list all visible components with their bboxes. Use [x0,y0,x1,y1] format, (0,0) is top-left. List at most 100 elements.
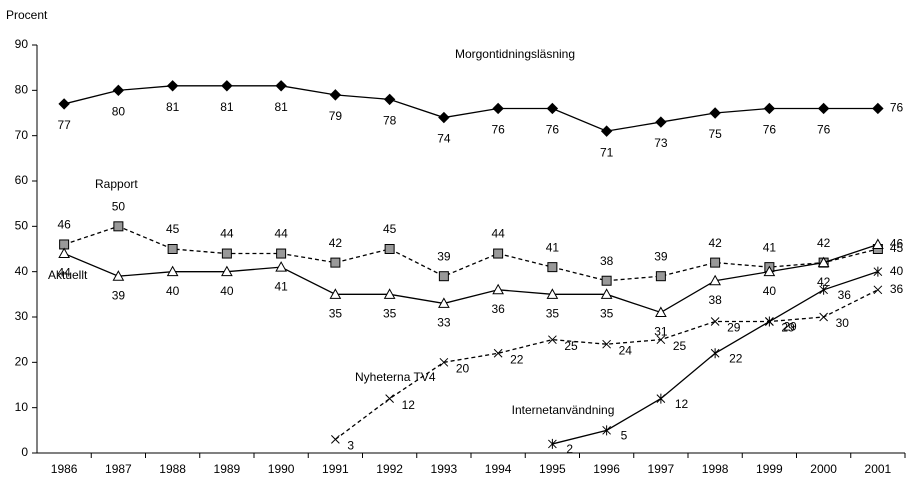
marker [58,247,70,259]
data-label: 39 [654,249,668,263]
data-label: 42 [817,275,831,289]
marker [547,262,558,273]
data-label: 24 [619,343,633,357]
data-label: 45 [890,241,904,255]
data-label: 40 [763,284,777,298]
data-label: 36 [838,288,852,302]
marker [655,271,666,282]
data-label: 41 [274,279,288,293]
marker [709,274,721,286]
marker [709,107,721,119]
data-label: 77 [57,118,71,132]
y-tick-label: 60 [15,173,29,187]
data-label: 79 [329,109,343,123]
marker [221,248,232,259]
data-label: 5 [621,429,628,443]
marker [873,285,883,295]
data-label: 25 [673,339,687,353]
marker [438,297,450,308]
data-label: 29 [783,320,797,334]
data-label: 44 [220,227,234,241]
x-tick-label: 1988 [159,462,186,476]
marker [166,265,179,277]
data-label: 31 [654,325,668,339]
marker [383,93,396,106]
marker [493,348,503,358]
marker [819,312,828,322]
data-label: 76 [491,123,505,137]
marker [221,265,233,277]
marker [600,125,613,137]
x-tick-label: 1991 [322,462,349,476]
marker [383,288,396,299]
data-label: 40 [890,264,904,278]
data-label: 50 [112,200,126,214]
marker [600,288,613,299]
x-tick-label: 2001 [865,462,892,476]
marker [546,102,559,115]
data-label: 29 [781,321,795,335]
data-label: 41 [546,240,560,254]
data-label: 20 [456,362,470,376]
series-name: Morgontidningsläsning [455,47,575,61]
marker [329,89,342,101]
marker [112,270,125,281]
x-tick-label: 1995 [539,462,566,476]
marker [275,80,287,92]
y-tick-label: 90 [15,37,29,51]
data-label: 42 [329,236,343,250]
marker [710,257,721,268]
marker [765,316,774,327]
marker [763,102,776,115]
y-tick-label: 40 [15,264,29,278]
marker [112,84,125,97]
marker [763,265,776,277]
data-label: 38 [600,254,614,268]
data-label: 12 [402,398,416,412]
data-label: 80 [112,105,126,119]
marker [548,335,557,345]
marker [167,244,178,254]
marker [602,425,611,436]
data-label: 41 [763,240,777,254]
data-label: 2 [566,442,573,456]
data-label: 12 [675,397,689,411]
data-label: 40 [166,284,180,298]
marker [493,248,504,259]
data-label: 46 [890,237,904,251]
marker [819,284,828,295]
data-label: 81 [220,100,234,114]
marker [330,257,341,268]
data-label: 71 [600,145,614,159]
data-label: 39 [112,288,126,302]
y-tick-label: 50 [15,219,29,233]
data-label: 44 [57,266,71,280]
y-tick-label: 20 [15,355,29,369]
data-label: 73 [654,136,668,150]
marker [872,238,884,249]
marker [601,275,612,286]
data-label: 29 [727,321,741,335]
data-label: 40 [220,284,234,298]
data-label: 30 [836,316,850,330]
series-line [63,85,878,132]
marker [439,357,449,367]
data-label: 35 [383,307,397,321]
data-label: 76 [546,123,560,137]
data-label: 81 [274,100,288,114]
data-label: 22 [510,352,524,366]
marker [655,306,667,317]
marker [113,221,124,232]
marker [329,288,342,299]
y-tick-label: 80 [15,83,29,97]
x-tick-label: 1996 [593,462,620,476]
y-axis-label: Procent [6,8,48,22]
marker [655,116,667,128]
data-label: 36 [491,302,505,316]
data-label: 22 [729,351,743,365]
data-label: 76 [763,123,777,137]
marker [710,348,720,359]
data-label: 76 [817,123,831,137]
marker [548,438,557,449]
